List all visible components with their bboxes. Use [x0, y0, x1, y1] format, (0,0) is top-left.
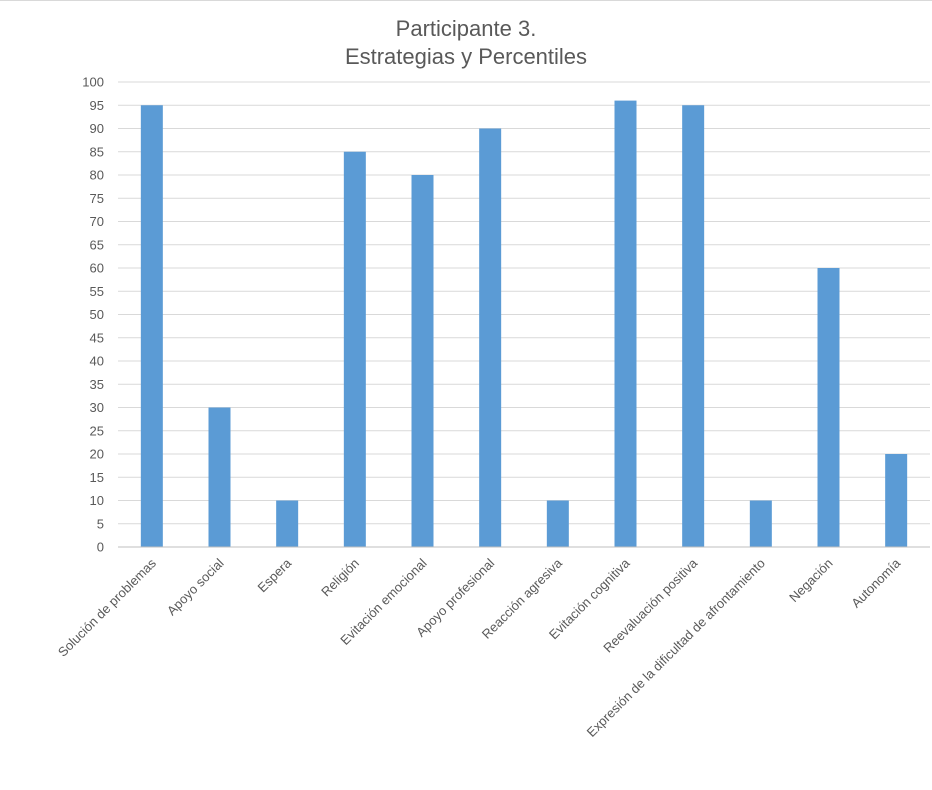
y-tick-label: 75	[90, 191, 104, 206]
y-tick-label: 90	[90, 121, 104, 136]
y-tick-label: 45	[90, 330, 104, 345]
y-tick-label: 10	[90, 493, 104, 508]
bar	[411, 175, 434, 547]
y-tick-label: 0	[97, 540, 104, 555]
bar	[208, 407, 231, 547]
bar	[140, 105, 163, 547]
bar	[546, 500, 569, 547]
bar	[479, 128, 502, 547]
y-tick-label: 80	[90, 168, 104, 183]
x-tick-label: Negación	[786, 556, 835, 605]
bar	[343, 151, 366, 547]
y-tick-label: 70	[90, 214, 104, 229]
y-tick-label: 85	[90, 144, 104, 159]
bar	[276, 500, 299, 547]
y-tick-label: 50	[90, 307, 104, 322]
chart-title-line-2: Estrategias y Percentiles	[344, 44, 588, 69]
y-tick-label: 65	[90, 237, 104, 252]
bar	[614, 100, 637, 547]
y-tick-label: 35	[90, 377, 104, 392]
x-tick-label: Autonomía	[848, 555, 904, 611]
y-tick-label: 40	[90, 354, 104, 369]
y-tick-label: 55	[90, 284, 104, 299]
y-tick-label: 100	[82, 75, 104, 90]
y-tick-labels: 0 5 10 15 20 25 30 35 40 45 50 55 60 65 70 75 80 85 90 95 10…	[82, 75, 104, 555]
y-tick-label: 5	[97, 516, 104, 531]
y-tick-label: 25	[90, 423, 104, 438]
y-tick-label: 20	[90, 447, 104, 462]
bar	[817, 268, 840, 547]
x-tick-labels: Solución de problemas Apoyo social Espera R…	[55, 555, 904, 740]
gridlines	[118, 81, 930, 525]
x-tick-label: Religión	[318, 556, 362, 600]
chart-title: Participante 3. Estrategias y Percentile…	[0, 15, 932, 71]
y-tick-label: 95	[90, 98, 104, 113]
y-tick-label: 60	[90, 261, 104, 276]
bar	[885, 454, 908, 547]
y-tick-label: 30	[90, 400, 104, 415]
bar	[749, 500, 772, 547]
bar	[682, 105, 705, 547]
x-tick-label: Espera	[255, 555, 295, 595]
y-tick-label: 15	[90, 470, 104, 485]
x-tick-label: Apoyo social	[164, 555, 227, 618]
bars	[140, 100, 908, 547]
chart-title-line-1: Participante 3.	[395, 16, 537, 41]
x-tick-label: Solución de problemas	[55, 555, 159, 659]
